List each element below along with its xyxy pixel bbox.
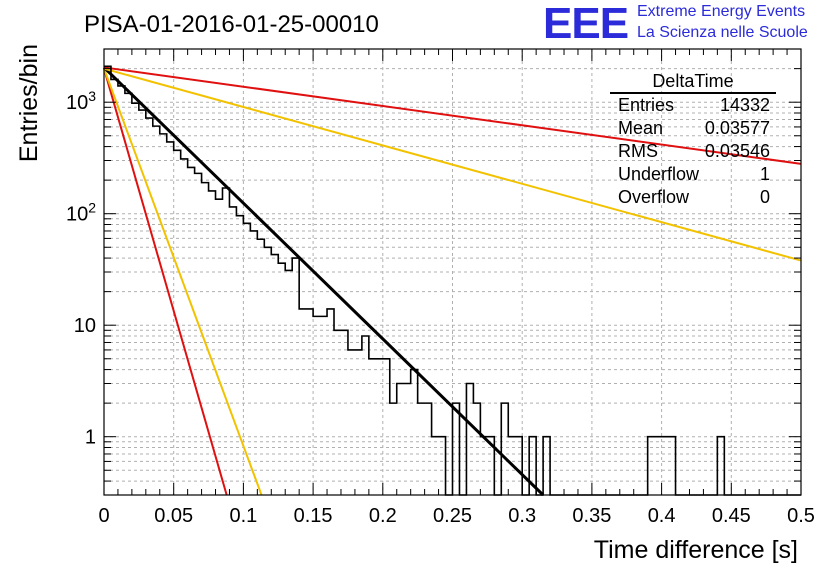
stats-row-mean: Mean 0.03577 (610, 117, 776, 140)
x-tick-label: 0.45 (712, 505, 751, 527)
logo-line-1: Extreme Energy Events (637, 3, 806, 20)
stats-label: Underflow (618, 164, 700, 184)
x-tick-label: 0.1 (229, 505, 257, 527)
y-tick-label: 102 (66, 200, 96, 226)
x-tick-label: 0.2 (369, 505, 397, 527)
stats-row-rms: RMS 0.03546 (610, 140, 776, 163)
stats-label: Overflow (618, 187, 690, 207)
x-tick-label: 0.4 (648, 505, 676, 527)
stats-value: 14332 (719, 95, 770, 115)
fit-line-black-2 (102, 66, 545, 497)
stats-label: Entries (618, 95, 675, 115)
stats-value: 0 (759, 187, 770, 207)
x-tick-label: 0 (98, 505, 109, 527)
fit-line-yellow-3 (103, 67, 802, 262)
fit-line-red-4 (103, 66, 802, 165)
stats-row-overflow: Overflow 0 (610, 186, 776, 209)
fit-line-red-0 (103, 68, 228, 496)
chart-title: PISA-01-2016-01-25-00010 (84, 11, 379, 38)
eee-logo-letters: EEE (543, 0, 629, 48)
stats-value: 0.03577 (704, 118, 770, 138)
x-axis-title: Time difference [s] (594, 536, 798, 564)
stats-label: Mean (618, 118, 664, 138)
stats-row-underflow: Underflow 1 (610, 163, 776, 186)
y-axis-title: Entries/bin (15, 44, 43, 162)
x-tick-label: 0.5 (787, 505, 815, 527)
y-tick-label: 103 (66, 88, 96, 114)
logo-line-2: La Scienza nelle Scuole (637, 24, 808, 41)
y-tick-label: 10 (74, 315, 96, 337)
x-tick-label: 0.25 (433, 505, 472, 527)
x-tick-label: 0.05 (154, 505, 193, 527)
y-tick-label: 1 (85, 427, 96, 449)
stats-title: DeltaTime (610, 70, 776, 94)
fit-line-yellow-1 (103, 68, 263, 496)
stats-row-entries: Entries 14332 (610, 94, 776, 117)
x-tick-label: 0.3 (508, 505, 536, 527)
x-tick-label: 0.35 (572, 505, 611, 527)
stats-label: RMS (618, 141, 658, 161)
stats-box: DeltaTime Entries 14332 Mean 0.03577 RMS… (610, 70, 776, 209)
x-tick-label: 0.15 (294, 505, 333, 527)
stats-value: 1 (759, 164, 770, 184)
stats-value: 0.03546 (704, 141, 770, 161)
